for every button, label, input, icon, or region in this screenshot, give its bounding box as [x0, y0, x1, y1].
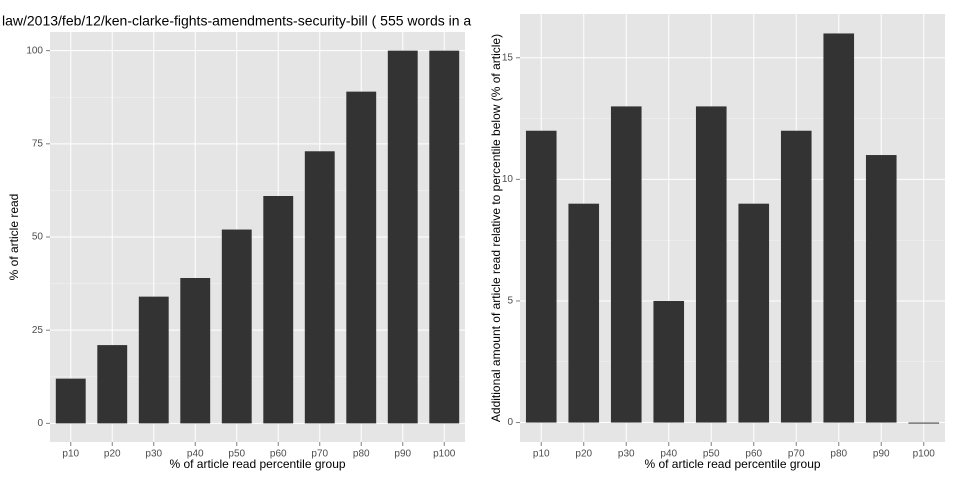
bar: [780, 130, 812, 423]
bar: [180, 278, 211, 424]
y-tick-label: 75: [32, 138, 44, 149]
panel: 0 5 10 15 p10 p20 p30 p40 p50 p60 p70 p80 p90 p100 % o…: [489, 14, 945, 471]
x-tick-label: p90: [873, 449, 890, 460]
bar: [823, 33, 855, 423]
panel: 0 25 50 75 100 p10 p20 p30 p40 p50 p60 p70 p80 p90 p10…: [2, 13, 471, 471]
y-axis-label: % of article read: [7, 194, 21, 281]
x-tick-label: p50: [228, 449, 245, 460]
bar: [263, 196, 294, 424]
x-tick-label: p60: [745, 449, 762, 460]
x-tick-label: p100: [913, 449, 936, 460]
bar: [908, 422, 940, 424]
y-tick-label: 10: [502, 174, 514, 185]
bar: [568, 203, 600, 423]
y-tick-label: 25: [32, 325, 44, 336]
bar: [525, 130, 557, 423]
x-tick-label: p30: [618, 449, 635, 460]
x-axis-label: % of article read percentile group: [169, 457, 345, 471]
bar: [138, 296, 169, 424]
x-axis-label: % of article read percentile group: [644, 457, 820, 471]
y-tick-label: 0: [507, 417, 513, 428]
bar: [304, 151, 335, 424]
x-tick-label: p80: [353, 449, 370, 460]
bar: [429, 50, 460, 424]
x-tick-label: p40: [187, 449, 204, 460]
x-tick-label: p70: [788, 449, 805, 460]
y-tick-label: 50: [32, 232, 44, 243]
y-axis-label: Additional amount of article read relati…: [489, 34, 503, 422]
bar: [653, 300, 685, 423]
x-tick-label: p90: [394, 449, 411, 460]
bar: [865, 155, 897, 423]
y-tick-label: 15: [502, 52, 514, 63]
x-tick-label: p100: [433, 449, 456, 460]
bar: [387, 50, 418, 424]
bar: [695, 106, 727, 423]
y-tick-label: 5: [507, 296, 513, 307]
y-tick-label: 100: [26, 45, 43, 56]
x-tick-label: p20: [104, 449, 121, 460]
x-tick-label: p10: [533, 449, 550, 460]
x-tick-label: p40: [660, 449, 677, 460]
x-tick-label: p10: [62, 449, 79, 460]
x-tick-label: p20: [575, 449, 592, 460]
x-tick-label: p50: [703, 449, 720, 460]
x-tick-label: p70: [311, 449, 328, 460]
x-tick-label: p30: [145, 449, 162, 460]
y-tick-label: 0: [37, 418, 43, 429]
bar: [221, 229, 252, 424]
chart-title: law/2013/feb/12/ken-clarke-fights-amendm…: [2, 13, 471, 29]
bar: [97, 345, 128, 424]
bar: [346, 91, 377, 424]
bar: [55, 378, 86, 424]
x-tick-label: p60: [270, 449, 287, 460]
x-tick-label: p80: [830, 449, 847, 460]
bar: [610, 106, 642, 423]
bar: [738, 203, 770, 423]
